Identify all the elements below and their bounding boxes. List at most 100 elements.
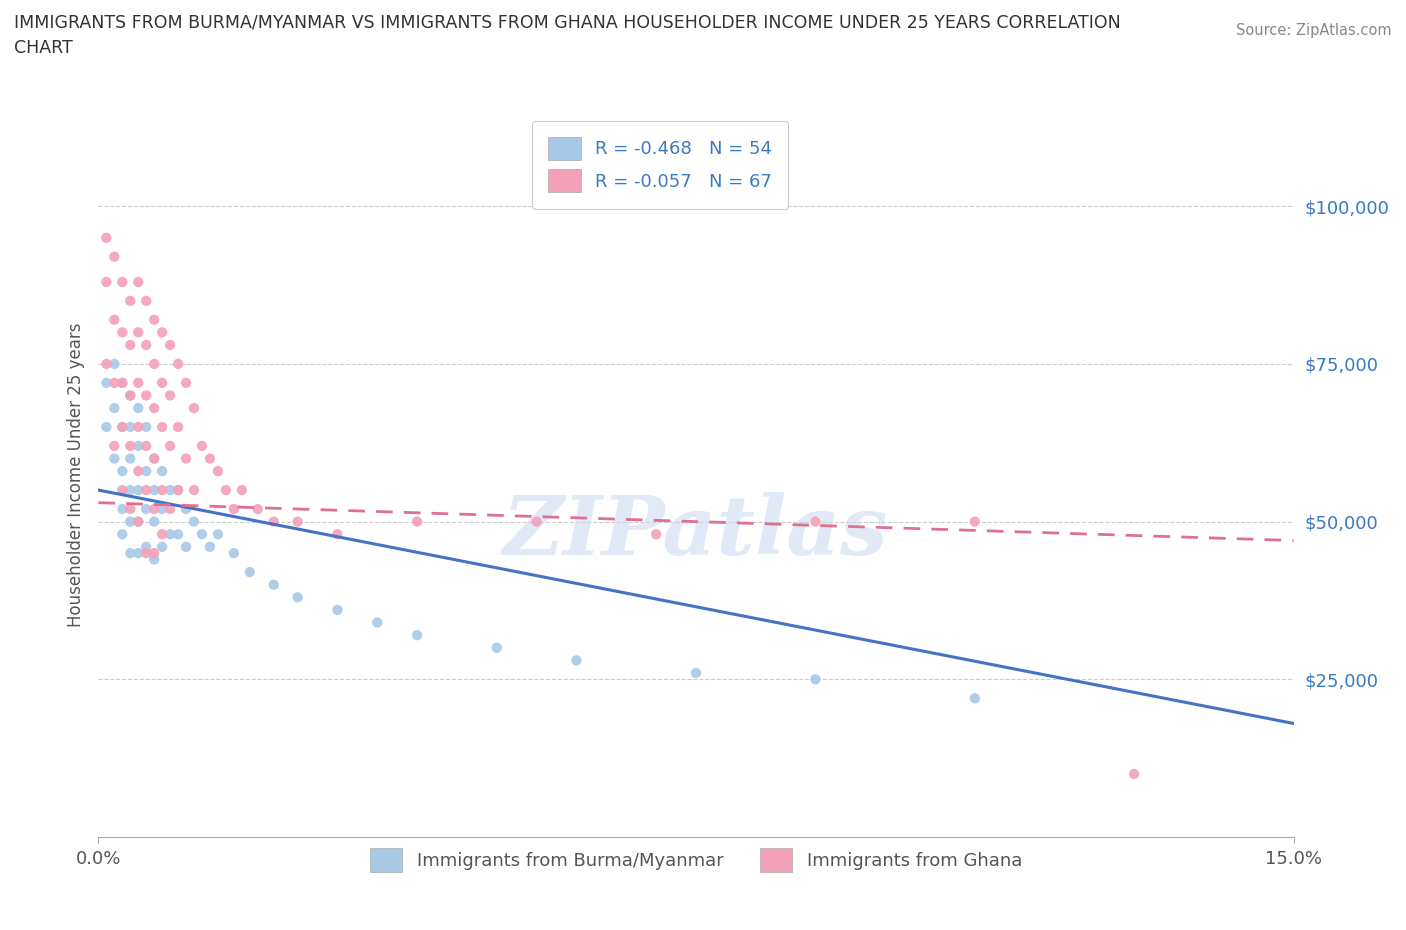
Point	[183, 401, 205, 416]
Point	[127, 546, 149, 561]
Text: IMMIGRANTS FROM BURMA/MYANMAR VS IMMIGRANTS FROM GHANA HOUSEHOLDER INCOME UNDER : IMMIGRANTS FROM BURMA/MYANMAR VS IMMIGRA…	[14, 14, 1121, 32]
Point	[366, 615, 388, 630]
Point	[406, 514, 429, 529]
Point	[127, 419, 149, 434]
Point	[127, 483, 149, 498]
Legend: Immigrants from Burma/Myanmar, Immigrants from Ghana: Immigrants from Burma/Myanmar, Immigrant…	[363, 841, 1029, 879]
Point	[150, 501, 173, 516]
Point	[111, 274, 134, 289]
Point	[111, 419, 134, 434]
Point	[150, 539, 173, 554]
Point	[150, 376, 173, 391]
Point	[127, 464, 149, 479]
Point	[135, 483, 157, 498]
Point	[287, 590, 309, 604]
Point	[143, 312, 166, 327]
Point	[127, 514, 149, 529]
Point	[174, 539, 197, 554]
Point	[127, 376, 149, 391]
Point	[120, 338, 142, 352]
Point	[326, 526, 349, 541]
Point	[120, 293, 142, 308]
Point	[150, 419, 173, 434]
Point	[143, 501, 166, 516]
Point	[1123, 766, 1146, 781]
Point	[150, 483, 173, 498]
Point	[222, 501, 245, 516]
Point	[183, 483, 205, 498]
Point	[111, 419, 134, 434]
Point	[135, 539, 157, 554]
Point	[103, 376, 125, 391]
Point	[143, 552, 166, 567]
Point	[135, 438, 157, 453]
Point	[120, 514, 142, 529]
Point	[167, 356, 190, 371]
Point	[120, 501, 142, 516]
Point	[174, 376, 197, 391]
Point	[159, 338, 181, 352]
Point	[120, 546, 142, 561]
Point	[191, 438, 214, 453]
Point	[96, 274, 118, 289]
Point	[231, 483, 253, 498]
Point	[150, 325, 173, 339]
Point	[167, 483, 190, 498]
Point	[111, 325, 134, 339]
Point	[167, 483, 190, 498]
Point	[685, 666, 707, 681]
Point	[150, 464, 173, 479]
Point	[222, 546, 245, 561]
Point	[127, 274, 149, 289]
Point	[111, 376, 134, 391]
Point	[263, 514, 285, 529]
Point	[804, 514, 827, 529]
Point	[103, 356, 125, 371]
Point	[326, 603, 349, 618]
Point	[111, 376, 134, 391]
Point	[215, 483, 238, 498]
Point	[135, 546, 157, 561]
Point	[103, 249, 125, 264]
Point	[645, 526, 668, 541]
Point	[143, 356, 166, 371]
Point	[96, 419, 118, 434]
Point	[526, 514, 548, 529]
Point	[198, 451, 221, 466]
Point	[287, 514, 309, 529]
Point	[135, 501, 157, 516]
Point	[174, 451, 197, 466]
Point	[103, 451, 125, 466]
Y-axis label: Householder Income Under 25 years: Householder Income Under 25 years	[66, 322, 84, 627]
Point	[159, 438, 181, 453]
Point	[127, 325, 149, 339]
Point	[207, 464, 229, 479]
Point	[263, 578, 285, 592]
Point	[103, 438, 125, 453]
Point	[120, 388, 142, 403]
Point	[120, 419, 142, 434]
Point	[963, 514, 986, 529]
Point	[150, 526, 173, 541]
Point	[103, 401, 125, 416]
Point	[159, 388, 181, 403]
Point	[804, 671, 827, 686]
Point	[143, 451, 166, 466]
Point	[167, 419, 190, 434]
Point	[111, 501, 134, 516]
Point	[239, 565, 262, 579]
Point	[191, 526, 214, 541]
Point	[143, 546, 166, 561]
Point	[135, 293, 157, 308]
Point	[143, 451, 166, 466]
Point	[111, 464, 134, 479]
Point	[207, 526, 229, 541]
Point	[120, 483, 142, 498]
Point	[135, 419, 157, 434]
Point	[174, 501, 197, 516]
Point	[120, 451, 142, 466]
Point	[485, 641, 508, 656]
Point	[143, 514, 166, 529]
Point	[120, 388, 142, 403]
Point	[406, 628, 429, 643]
